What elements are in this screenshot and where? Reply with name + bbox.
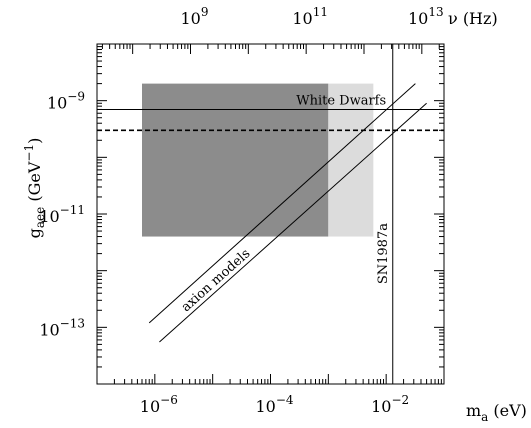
top-tick-label-base: 10 <box>292 9 312 28</box>
top-axis-label: ν (Hz) <box>448 9 498 28</box>
y-tick-label-exp: −13 <box>60 316 85 330</box>
sn1987a-label: SN1987a <box>376 223 391 284</box>
x-tick-label-base: 10 <box>255 397 275 416</box>
y-tick-label-base: 10 <box>39 320 59 339</box>
top-tick-label: 1011 <box>292 5 328 28</box>
y-tick-label: 10−13 <box>39 316 85 339</box>
x-tick-label-base: 10 <box>140 397 160 416</box>
x-tick-label: 10−2 <box>371 393 409 416</box>
x-axis-label-unit: (eV) <box>488 401 527 420</box>
x-axis-label: ma (eV) <box>466 401 527 424</box>
x-tick-label-exp: −2 <box>391 393 409 407</box>
top-tick-label-exp: 13 <box>428 5 443 19</box>
y-axis-label: gaee (GeV−1) <box>22 138 47 239</box>
top-tick-label-base: 10 <box>180 9 200 28</box>
x-tick-label: 10−6 <box>140 393 178 416</box>
y-tick-label-exp: −11 <box>60 203 85 217</box>
y-tick-label-base: 10 <box>39 207 59 226</box>
y-tick-label-base: 10 <box>47 94 67 113</box>
y-axis-label-unit: (GeV <box>25 161 44 207</box>
x-axis-label-subscript: a <box>481 410 488 424</box>
line-axion-models-upper <box>148 83 416 324</box>
axion-models-label: axion models <box>179 246 254 315</box>
y-axis-label-exponent: −1 <box>22 144 36 162</box>
y-axis-label-close: ) <box>25 138 44 144</box>
top-tick-label-exp: 9 <box>201 5 209 19</box>
y-tick-label: 10−11 <box>39 203 85 226</box>
top-tick-label: 1013 <box>408 5 444 28</box>
x-tick-label-exp: −4 <box>276 393 294 407</box>
x-tick-label-exp: −6 <box>160 393 178 407</box>
y-tick-label-exp: −9 <box>67 90 85 104</box>
y-tick-label: 10−9 <box>47 90 85 113</box>
line-axion-models-lower <box>159 102 427 343</box>
top-tick-label: 109 <box>180 5 208 28</box>
top-tick-label-base: 10 <box>408 9 428 28</box>
x-axis-label-symbol: m <box>466 401 481 420</box>
x-tick-label: 10−4 <box>255 393 293 416</box>
white-dwarfs-label: White Dwarfs <box>296 93 386 108</box>
y-axis-label-symbol: g <box>25 228 44 238</box>
x-tick-label-base: 10 <box>371 397 391 416</box>
top-tick-label-exp: 11 <box>313 5 328 19</box>
limit-lines <box>97 44 444 384</box>
y-axis-label-subscript: aee <box>33 207 47 228</box>
axis-ticks <box>96 44 444 385</box>
